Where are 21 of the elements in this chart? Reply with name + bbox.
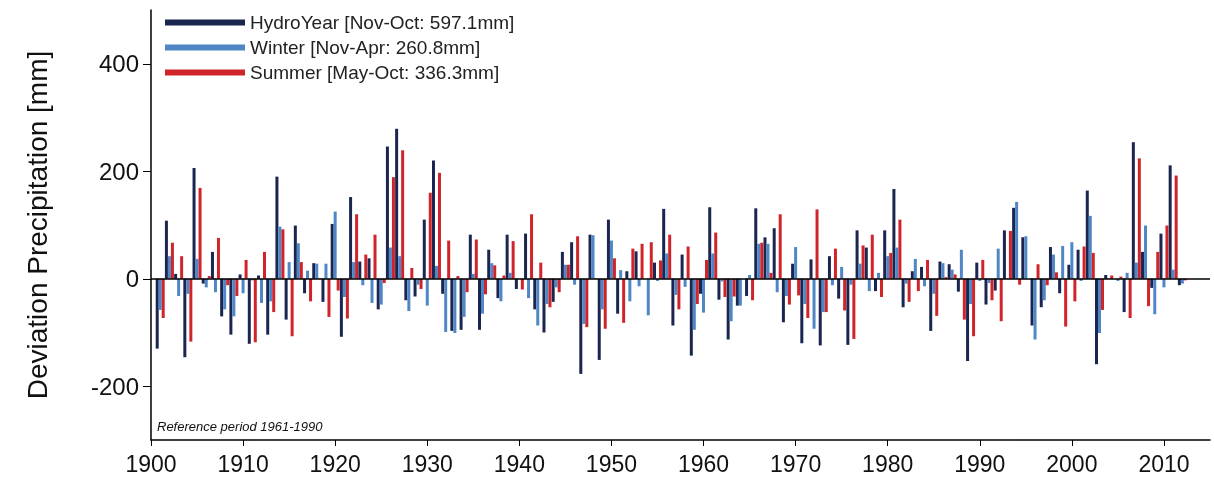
legend-label: Summer [May-Oct: 336.3mm] — [250, 62, 500, 83]
x-tick-label: 2000 — [1046, 450, 1098, 477]
x-tick-label: 1900 — [125, 450, 177, 477]
x-tick-label: 2010 — [1138, 450, 1190, 477]
x-tick-label: 1920 — [309, 450, 361, 477]
x-tick-label: 1970 — [770, 450, 822, 477]
x-tick-label: 1990 — [954, 450, 1006, 477]
y-tick-label: 200 — [98, 157, 139, 185]
x-tick-label: 1940 — [493, 450, 545, 477]
legend-label: Winter [Nov-Apr: 260.8mm] — [250, 37, 481, 58]
x-tick-label: 1950 — [585, 450, 638, 477]
x-tick-label: 1910 — [217, 450, 269, 477]
y-tick-label: 0 — [125, 265, 139, 293]
y-tick-label: -200 — [90, 372, 139, 400]
x-tick-label: 1960 — [677, 450, 730, 477]
y-tick-label: 400 — [98, 50, 139, 78]
x-tick-label: 1930 — [401, 450, 453, 477]
annotation: Reference period 1961-1990 — [157, 419, 324, 434]
y-axis-title: Deviation Precipitation [mm] — [21, 50, 53, 400]
legend-label: HydroYear [Nov-Oct: 597.1mm] — [250, 12, 515, 33]
x-tick-label: 1980 — [862, 450, 914, 477]
